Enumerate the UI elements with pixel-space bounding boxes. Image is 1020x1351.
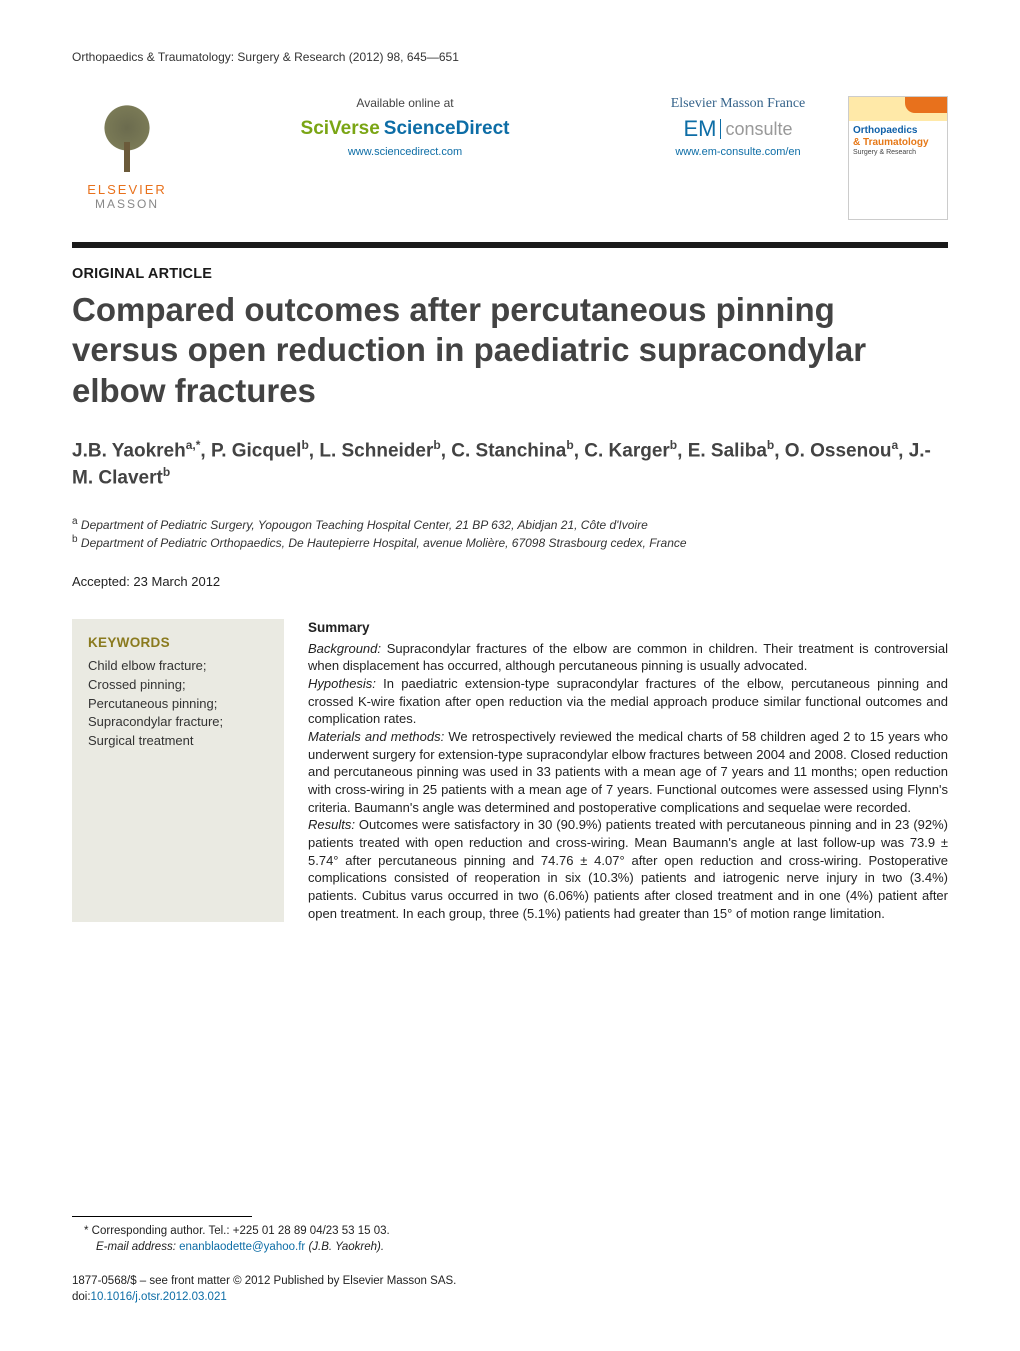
journal-cover-line1: Orthopaedics bbox=[853, 125, 943, 136]
article-title: Compared outcomes after percutaneous pin… bbox=[72, 290, 948, 411]
sciverse-row: SciVerse ScienceDirect bbox=[301, 118, 510, 140]
em-consulte-block: Elsevier Masson France EM consulte www.e… bbox=[628, 96, 848, 158]
em-consulte-logo: EM consulte bbox=[683, 116, 792, 142]
available-online-label: Available online at bbox=[356, 96, 453, 110]
sciencedirect-block: Available online at SciVerse ScienceDire… bbox=[182, 96, 628, 158]
keywords-box: KEYWORDS Child elbow fracture; Crossed p… bbox=[72, 619, 284, 922]
summary-heading: Summary bbox=[308, 619, 948, 637]
email-line: E-mail address: enanblaodette@yahoo.fr (… bbox=[72, 1239, 948, 1255]
page: Orthopaedics & Traumatology: Surgery & R… bbox=[0, 0, 1020, 962]
abstract-background: Background: Supracondylar fractures of t… bbox=[308, 640, 948, 675]
publisher-line2: MASSON bbox=[95, 197, 159, 211]
publisher-band: ELSEVIER MASSON Available online at SciV… bbox=[72, 82, 948, 236]
keywords-abstract-row: KEYWORDS Child elbow fracture; Crossed p… bbox=[72, 619, 948, 922]
abstract: Summary Background: Supracondylar fractu… bbox=[308, 619, 948, 922]
keywords-list: Child elbow fracture; Crossed pinning; P… bbox=[88, 657, 268, 751]
corresponding-author: * Corresponding author. Tel.: +225 01 28… bbox=[72, 1223, 948, 1239]
doi-label: doi: bbox=[72, 1291, 91, 1303]
keywords-heading: KEYWORDS bbox=[88, 633, 268, 653]
doi-line: doi:10.1016/j.otsr.2012.03.021 bbox=[72, 1289, 948, 1305]
affiliation-a: a Department of Pediatric Surgery, Yopou… bbox=[72, 515, 948, 534]
publisher-line1: ELSEVIER bbox=[87, 182, 167, 197]
footnotes: * Corresponding author. Tel.: +225 01 28… bbox=[72, 1216, 948, 1305]
thick-horizontal-rule bbox=[72, 242, 948, 248]
affiliations: a Department of Pediatric Surgery, Yopou… bbox=[72, 515, 948, 553]
email-address[interactable]: enanblaodette@yahoo.fr bbox=[179, 1241, 305, 1253]
journal-cover-line3: Surgery & Research bbox=[853, 149, 943, 156]
abstract-results: Results: Outcomes were satisfactory in 3… bbox=[308, 816, 948, 922]
journal-cover-header-icon bbox=[849, 97, 947, 121]
em-separator-icon bbox=[720, 119, 721, 139]
sciverse-word: SciVerse bbox=[301, 118, 380, 140]
doi-value[interactable]: 10.1016/j.otsr.2012.03.021 bbox=[91, 1291, 227, 1303]
abstract-methods: Materials and methods: We retrospectivel… bbox=[308, 728, 948, 816]
elsevier-tree-icon bbox=[99, 102, 155, 176]
journal-cover-line2: & Traumatology bbox=[853, 137, 943, 148]
elsevier-masson-logo: ELSEVIER MASSON bbox=[72, 96, 182, 216]
article-type: ORIGINAL ARTICLE bbox=[72, 266, 948, 282]
email-attribution: (J.B. Yaokreh). bbox=[308, 1241, 384, 1253]
email-label: E-mail address: bbox=[96, 1241, 176, 1253]
abstract-hypothesis: Hypothesis: In paediatric extension-type… bbox=[308, 675, 948, 728]
accepted-date: Accepted: 23 March 2012 bbox=[72, 574, 948, 589]
elsevier-masson-france-label: Elsevier Masson France bbox=[671, 96, 806, 112]
affiliation-b: b Department of Pediatric Orthopaedics, … bbox=[72, 533, 948, 552]
footnote-rule bbox=[72, 1216, 252, 1217]
em-word: EM bbox=[683, 116, 716, 142]
consulte-word: consulte bbox=[725, 119, 792, 140]
journal-cover-thumbnail: Orthopaedics & Traumatology Surgery & Re… bbox=[848, 96, 948, 220]
copyright-line: 1877-0568/$ – see front matter © 2012 Pu… bbox=[72, 1273, 948, 1289]
em-consulte-url[interactable]: www.em-consulte.com/en bbox=[675, 146, 800, 158]
sciencedirect-url[interactable]: www.sciencedirect.com bbox=[348, 146, 462, 158]
sciencedirect-word: ScienceDirect bbox=[384, 118, 510, 140]
running-header: Orthopaedics & Traumatology: Surgery & R… bbox=[72, 50, 948, 64]
author-list: J.B. Yaokreha,*, P. Gicquelb, L. Schneid… bbox=[72, 437, 948, 491]
journal-cover-body: Orthopaedics & Traumatology Surgery & Re… bbox=[849, 121, 947, 219]
